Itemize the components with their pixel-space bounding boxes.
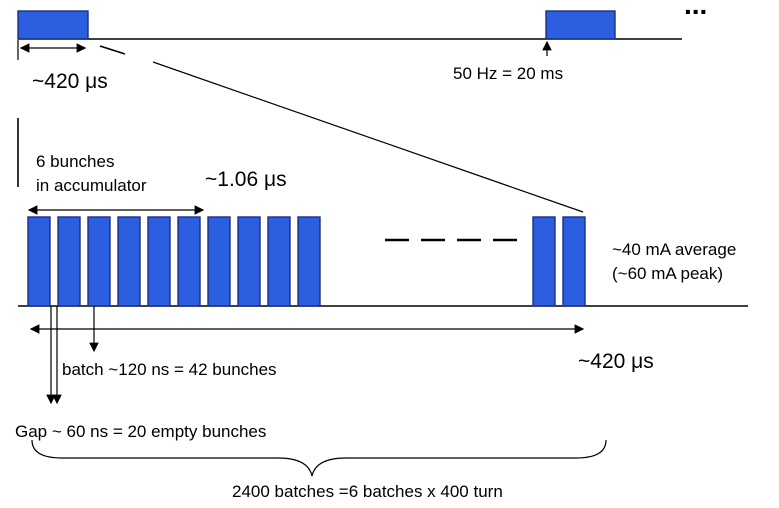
bunch-spacing-label: ~1.06 μs [205,168,287,191]
gap-label: Gap ~ 60 ns = 20 empty bunches [15,422,266,441]
batch-pulse [177,216,201,307]
batch-label: batch ~120 ns = 42 bunches [62,360,277,379]
total-brace [31,439,607,477]
batch-pulse [57,216,81,307]
bunches-label-line2: in accumulator [36,176,147,195]
repetition-label: 50 Hz = 20 ms [453,64,563,83]
batch-pulse [117,216,141,307]
second-macropulse [545,10,616,40]
batch-pulse [87,216,111,307]
batch-pulse [207,216,231,307]
total-label: 2400 batches =6 batches x 400 turn [232,482,503,501]
macropulse-label: ~420 μs [578,350,654,373]
batch-pulse [237,216,261,307]
zoom-line [152,61,584,213]
batch-pulse [297,216,321,307]
batch-pulse [532,216,556,307]
pulse-width-label: ~420 μs [32,70,108,93]
continuation-dots: ... [684,0,707,20]
batch-pulses [27,216,586,307]
batch-pulse [562,216,586,307]
batch-pulse [27,216,51,307]
current-label-line2: (~60 mA peak) [612,264,723,283]
batch-pulse [267,216,291,307]
batch-pulse [147,216,171,307]
current-label-line1: ~40 mA average [612,240,736,259]
zoom-line-dashed [99,45,126,55]
first-macropulse [17,10,89,40]
bunches-label-line1: 6 bunches [36,152,114,171]
